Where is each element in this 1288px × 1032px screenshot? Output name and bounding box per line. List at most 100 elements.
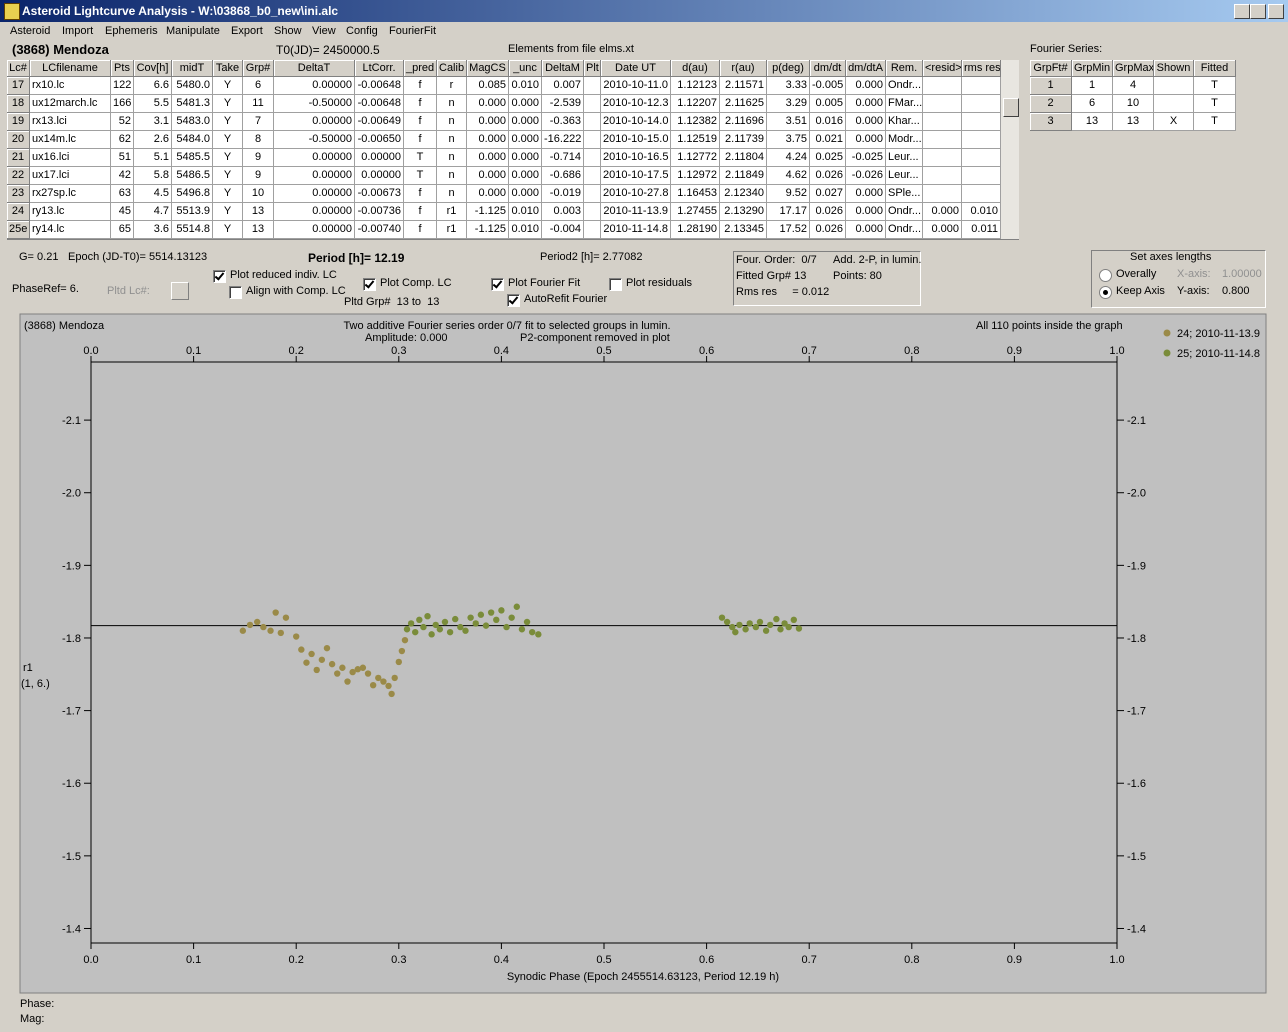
table-cell[interactable]: 5480.0	[172, 77, 213, 95]
table-cell[interactable]	[584, 113, 601, 131]
checkbox-label[interactable]: Plot reduced indiv. LC	[230, 269, 337, 281]
menu-item[interactable]: View	[312, 25, 336, 37]
table-cell[interactable]: 9	[243, 167, 274, 185]
table-cell[interactable]: 0.00000	[274, 185, 355, 203]
menu-item[interactable]: Manipulate	[166, 25, 220, 37]
table-cell[interactable]	[962, 77, 1001, 95]
table-cell[interactable]: -0.00673	[355, 185, 404, 203]
checkbox-label[interactable]: Plot Fourier Fit	[508, 277, 581, 289]
table-cell[interactable]: Y	[213, 221, 243, 239]
table-cell[interactable]: rx10.lc	[30, 77, 111, 95]
table-cell[interactable]: -1.125	[467, 203, 509, 221]
table-cell[interactable]: 2.11571	[720, 77, 767, 95]
row-header[interactable]: 24	[7, 203, 30, 221]
row-header[interactable]: 23	[7, 185, 30, 203]
table-cell[interactable]	[923, 167, 962, 185]
table-cell[interactable]: ry14.lc	[30, 221, 111, 239]
table-cell[interactable]	[584, 167, 601, 185]
table-cell[interactable]: -0.004	[542, 221, 584, 239]
table-cell[interactable]: 9.52	[767, 185, 810, 203]
table-cell[interactable]: ry13.lc	[30, 203, 111, 221]
table-cell[interactable]: Y	[213, 113, 243, 131]
table-cell[interactable]: f	[404, 185, 437, 203]
table-cell[interactable]: 0.000	[509, 113, 542, 131]
column-header[interactable]: rms res	[962, 60, 1001, 77]
table-cell[interactable]: 2.6	[134, 131, 172, 149]
table-cell[interactable]: FMar...	[886, 95, 923, 113]
table-cell[interactable]: 6.6	[134, 77, 172, 95]
table-cell[interactable]: 0.00000	[274, 149, 355, 167]
table-cell[interactable]: 0.026	[810, 167, 846, 185]
checkbox-label[interactable]: Align with Comp. LC	[246, 285, 346, 297]
radio-label[interactable]: Keep Axis	[1116, 285, 1165, 297]
table-cell[interactable]: SPle...	[886, 185, 923, 203]
table-cell[interactable]: 45	[111, 203, 134, 221]
table-cell[interactable]: Ondr...	[886, 77, 923, 95]
table-cell[interactable]: f	[404, 113, 437, 131]
table-cell[interactable]: 4.5	[134, 185, 172, 203]
column-header[interactable]: Grp#	[243, 60, 274, 77]
table-cell[interactable]: 0.025	[810, 149, 846, 167]
table-cell[interactable]: T	[1194, 95, 1236, 113]
table-cell[interactable]: f	[404, 203, 437, 221]
table-cell[interactable]: 1.28190	[671, 221, 720, 239]
table-cell[interactable]: 0.085	[467, 77, 509, 95]
radio-button[interactable]	[1099, 269, 1112, 282]
table-cell[interactable]: 0.010	[509, 203, 542, 221]
table-cell[interactable]: 3.33	[767, 77, 810, 95]
table-cell[interactable]: ux12march.lc	[30, 95, 111, 113]
table-cell[interactable]: n	[437, 149, 467, 167]
table-cell[interactable]: 166	[111, 95, 134, 113]
checkbox-label[interactable]: Plot residuals	[626, 277, 693, 289]
table-cell[interactable]: 0.000	[467, 113, 509, 131]
table-cell[interactable]: Y	[213, 167, 243, 185]
table-cell[interactable]: 0.016	[810, 113, 846, 131]
table-cell[interactable]: f	[404, 77, 437, 95]
row-header[interactable]: 21	[7, 149, 30, 167]
column-header[interactable]: Lc#	[7, 60, 30, 77]
table-cell[interactable]: 3.75	[767, 131, 810, 149]
column-header[interactable]: Shown	[1154, 60, 1194, 77]
table-cell[interactable]: 63	[111, 185, 134, 203]
table-cell[interactable]: r1	[437, 221, 467, 239]
table-cell[interactable]: 1.12382	[671, 113, 720, 131]
table-cell[interactable]	[584, 149, 601, 167]
table-cell[interactable]: T	[1194, 77, 1236, 95]
table-cell[interactable]	[584, 221, 601, 239]
table-cell[interactable]	[923, 131, 962, 149]
table-cell[interactable]: 1.12972	[671, 167, 720, 185]
table-cell[interactable]: 3.29	[767, 95, 810, 113]
table-cell[interactable]: -0.025	[846, 149, 886, 167]
table-cell[interactable]: 3.6	[134, 221, 172, 239]
table-cell[interactable]: 0.010	[962, 203, 1001, 221]
table-cell[interactable]	[584, 185, 601, 203]
table-cell[interactable]: -0.686	[542, 167, 584, 185]
table-cell[interactable]: 2.11739	[720, 131, 767, 149]
menu-item[interactable]: Show	[274, 25, 302, 37]
scroll-thumb[interactable]	[1003, 98, 1019, 117]
radio-label[interactable]: Overally	[1116, 268, 1157, 280]
table-cell[interactable]: 62	[111, 131, 134, 149]
table-cell[interactable]	[1154, 77, 1194, 95]
table-cell[interactable]: -0.005	[810, 77, 846, 95]
table-cell[interactable]: 0.003	[542, 203, 584, 221]
restore-button[interactable]	[1250, 4, 1266, 19]
table-cell[interactable]: 17.52	[767, 221, 810, 239]
table-cell[interactable]	[962, 167, 1001, 185]
menu-item[interactable]: Ephemeris	[105, 25, 158, 37]
menu-item[interactable]: Import	[62, 25, 94, 37]
table-cell[interactable]: rx13.lci	[30, 113, 111, 131]
table-cell[interactable]: 2.11804	[720, 149, 767, 167]
table-cell[interactable]: 42	[111, 167, 134, 185]
table-cell[interactable]: 5513.9	[172, 203, 213, 221]
table-cell[interactable]: 13	[243, 203, 274, 221]
column-header[interactable]: midT	[172, 60, 213, 77]
table-cell[interactable]	[923, 95, 962, 113]
table-cell[interactable]: T	[404, 167, 437, 185]
table-cell[interactable]: 17.17	[767, 203, 810, 221]
menu-item[interactable]: FourierFit	[389, 25, 437, 37]
table-cell[interactable]: 2.12340	[720, 185, 767, 203]
table-cell[interactable]: 2010-10-14.0	[601, 113, 671, 131]
table-cell[interactable]: 0.000	[846, 113, 886, 131]
table-cell[interactable]: 2.11696	[720, 113, 767, 131]
